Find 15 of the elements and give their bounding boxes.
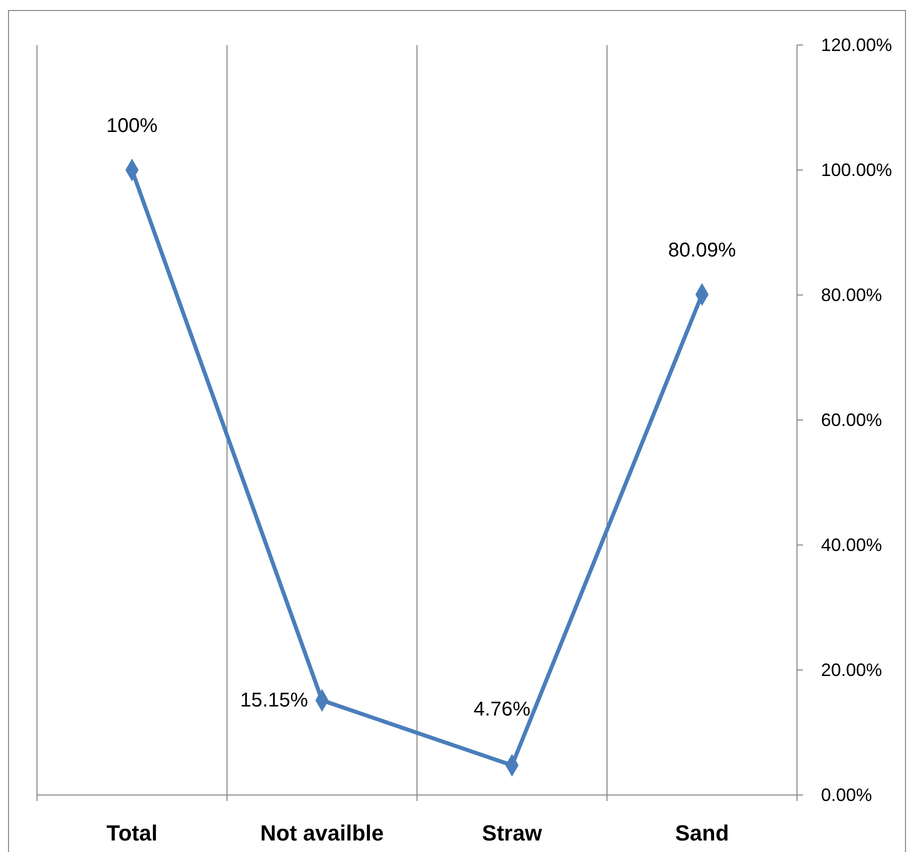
data-label: 100% xyxy=(106,115,158,137)
y-tick-label: 0.00% xyxy=(821,785,872,805)
y-tick-label: 120.00% xyxy=(821,35,892,55)
y-tick-label: 60.00% xyxy=(821,410,882,430)
y-tick-label: 40.00% xyxy=(821,535,882,555)
data-label: 4.76% xyxy=(474,698,531,720)
x-tick-label: Total xyxy=(106,820,158,846)
data-label: 15.15% xyxy=(240,689,308,712)
y-tick-label: 100.00% xyxy=(821,160,892,180)
x-tick-label: Sand xyxy=(675,820,729,846)
data-label: 80.09% xyxy=(668,239,736,262)
y-tick-label: 80.00% xyxy=(821,285,882,305)
x-tick-label: Straw xyxy=(482,820,543,846)
x-tick-label: Not availble xyxy=(260,820,384,846)
y-tick-label: 20.00% xyxy=(821,660,882,680)
